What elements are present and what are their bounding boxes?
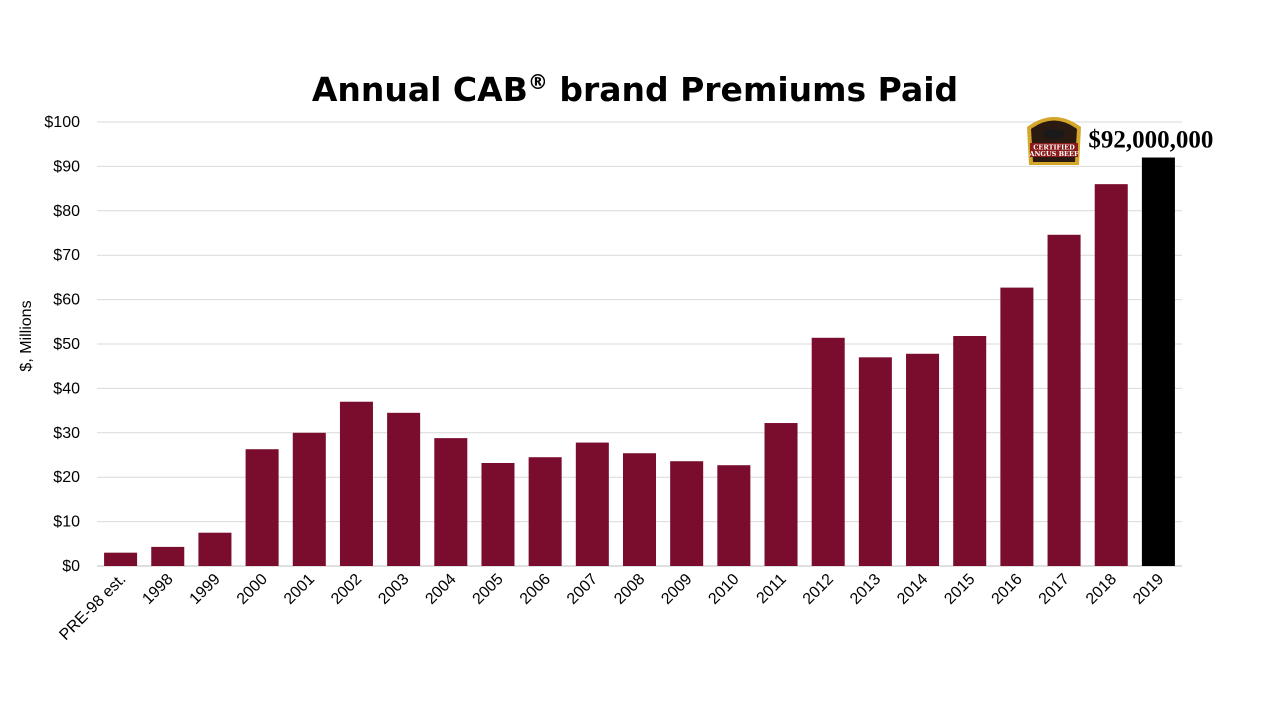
y-tick-label: $80 xyxy=(53,203,80,220)
bar-2010 xyxy=(717,465,751,566)
logo-bull-shape xyxy=(1043,129,1065,139)
bar-pre-98-est- xyxy=(104,552,138,566)
x-tick-label: 2019 xyxy=(1130,571,1167,608)
x-tick-label: 2000 xyxy=(234,571,271,608)
x-tick-label: 2006 xyxy=(517,571,554,608)
bar-2000 xyxy=(245,449,279,566)
x-tick-label: 2008 xyxy=(611,571,648,608)
bar-2001 xyxy=(292,432,326,566)
y-tick-label: $50 xyxy=(53,336,80,353)
bar-2018 xyxy=(1094,184,1128,566)
bar-1999 xyxy=(198,532,232,566)
x-tick-label: 2014 xyxy=(894,571,931,608)
x-axis-ticks: PRE-98 est. 1998 1999 2000 2001 2002 2003 2004 2… xyxy=(56,571,1167,644)
bar-2008 xyxy=(622,453,657,566)
bar-2019 xyxy=(1141,157,1175,566)
total-annotation: $92,000,000 xyxy=(1088,127,1213,154)
logo-text-line2: ANGUS BEEF xyxy=(1028,150,1079,158)
x-tick-label: 2001 xyxy=(281,571,318,608)
x-tick-label: PRE-98 est. xyxy=(56,571,129,644)
title-rest: brand Premiums Paid xyxy=(548,70,958,109)
bar-2012 xyxy=(811,337,845,566)
x-tick-label: 2005 xyxy=(470,571,507,608)
x-tick-label: 2009 xyxy=(658,571,695,608)
y-tick-label: $20 xyxy=(53,469,80,486)
chart-title: Annual CAB® brand Premiums Paid xyxy=(312,70,958,109)
x-tick-label: 2012 xyxy=(800,571,837,608)
bar-2005 xyxy=(481,462,515,566)
bar-2007 xyxy=(575,442,609,566)
y-tick-label: $0 xyxy=(62,558,80,575)
x-tick-label: 1999 xyxy=(187,571,224,608)
bar-2017 xyxy=(1047,234,1081,566)
x-tick-label: 2004 xyxy=(422,571,459,608)
x-tick-label: 2016 xyxy=(989,571,1026,608)
bar-2004 xyxy=(434,438,468,566)
x-tick-label: 2003 xyxy=(375,571,412,608)
x-tick-label: 2002 xyxy=(328,571,365,608)
bar-2009 xyxy=(670,461,704,566)
y-tick-label: $30 xyxy=(53,425,80,442)
y-tick-label: $60 xyxy=(53,292,80,309)
bar-2013 xyxy=(858,357,892,566)
bar-2003 xyxy=(387,412,421,566)
x-tick-label: 1998 xyxy=(139,571,176,608)
bar-2015 xyxy=(953,336,987,566)
bar-2011 xyxy=(764,423,798,566)
x-tick-label: 2018 xyxy=(1083,571,1120,608)
bar-2014 xyxy=(906,353,940,566)
y-tick-label: $70 xyxy=(53,247,80,264)
y-tick-label: $10 xyxy=(53,514,80,531)
bar-1998 xyxy=(151,546,185,566)
bar-2002 xyxy=(339,401,373,566)
bar-2006 xyxy=(528,457,562,566)
title-registered-mark: ® xyxy=(528,70,548,94)
bar-2016 xyxy=(1000,287,1034,566)
x-tick-label: 2010 xyxy=(705,571,742,608)
x-tick-label: 2017 xyxy=(1036,571,1073,608)
y-tick-label: $40 xyxy=(53,380,80,397)
x-tick-label: 2013 xyxy=(847,571,884,608)
bars xyxy=(104,157,1175,566)
x-tick-label: 2007 xyxy=(564,571,601,608)
y-tick-label: $90 xyxy=(53,158,80,175)
logo-text-line1: CERTIFIED xyxy=(1033,144,1075,152)
y-tick-label: $100 xyxy=(44,114,80,131)
x-tick-label: 2011 xyxy=(754,571,790,607)
logo-banner xyxy=(1030,143,1078,157)
y-axis-ticks: $0 $10 $20 $30 $40 $50 $60 $70 $80 $90 $100 xyxy=(44,114,80,575)
y-axis-label: $, Millions xyxy=(18,300,35,371)
x-tick-label: 2015 xyxy=(941,571,978,608)
title-main: Annual CAB xyxy=(312,70,528,109)
